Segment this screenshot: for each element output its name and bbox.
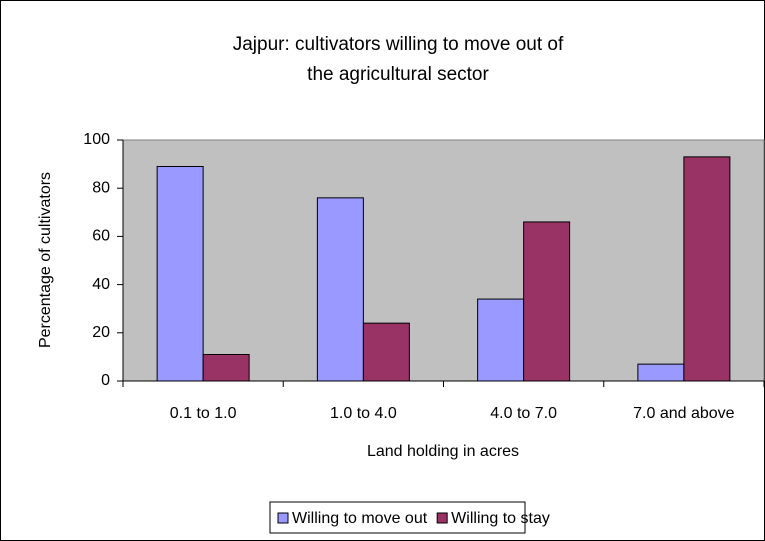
bar xyxy=(202,353,250,382)
y-tick-label: 0 xyxy=(101,372,110,389)
legend-box xyxy=(269,501,526,534)
bar xyxy=(477,298,525,382)
x-tick-label: 4.0 to 7.0 xyxy=(490,405,557,422)
bar xyxy=(523,221,571,382)
plot-area xyxy=(122,139,765,382)
x-tick-label: 7.0 and above xyxy=(633,405,735,422)
bar xyxy=(683,156,731,382)
legend-label: Willing to move out xyxy=(292,510,428,527)
chart-title: Jajpur: cultivators willing to move out … xyxy=(232,34,564,85)
x-axis-label: Land holding in acres xyxy=(367,443,519,460)
bar xyxy=(362,322,410,382)
legend-label: Willing to stay xyxy=(451,510,550,527)
legend-swatch xyxy=(277,512,289,524)
y-axis-label: Percentage of cultivators xyxy=(37,172,54,348)
y-tick-label: 40 xyxy=(92,276,110,293)
bar xyxy=(156,166,204,382)
y-tick-label: 100 xyxy=(83,131,110,148)
y-tick-label: 60 xyxy=(92,228,110,245)
x-tick-label: 1.0 to 4.0 xyxy=(330,405,397,422)
y-tick-label: 20 xyxy=(92,324,110,341)
y-tick-label: 80 xyxy=(92,179,110,196)
legend-swatch xyxy=(436,512,448,524)
bar xyxy=(637,363,685,382)
bar xyxy=(316,197,364,382)
x-tick-label: 0.1 to 1.0 xyxy=(170,405,237,422)
